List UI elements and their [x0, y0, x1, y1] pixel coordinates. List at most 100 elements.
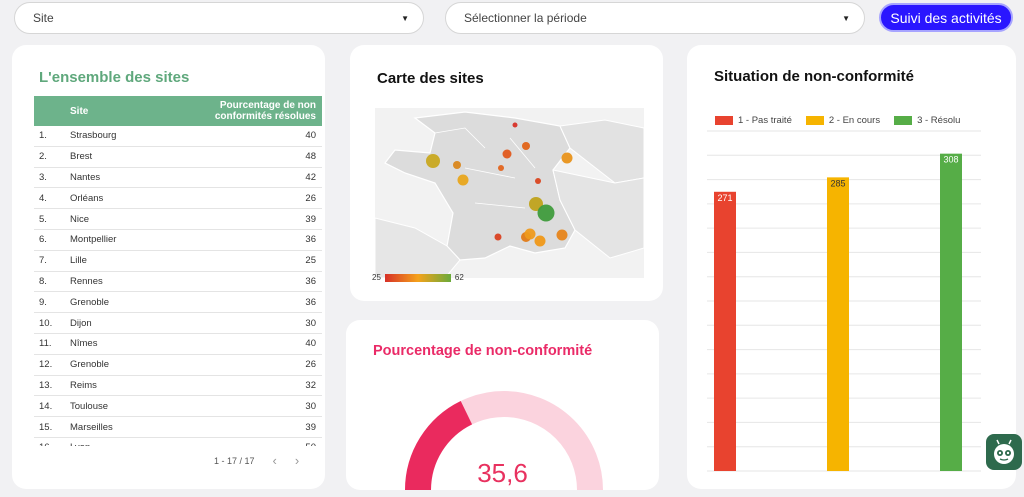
column-header-percentage[interactable]: Pourcentage de non conformités résolues	[215, 100, 322, 122]
table-row[interactable]: 6. Montpellier 36	[34, 230, 322, 251]
pagination: 1 - 17 / 17 ‹ ›	[214, 453, 299, 468]
chevron-left-icon[interactable]: ‹	[272, 453, 277, 468]
row-site-name: Nice	[70, 213, 90, 225]
site-marker[interactable]	[522, 142, 530, 150]
row-site-name: Dijon	[70, 317, 92, 329]
row-site-name: Reims	[70, 379, 97, 391]
sites-map[interactable]	[375, 108, 644, 278]
site-marker[interactable]	[502, 149, 512, 159]
row-percentage: 26	[305, 192, 316, 204]
row-percentage: 39	[305, 421, 316, 433]
table-row[interactable]: 3. Nantes 42	[34, 168, 322, 189]
site-dropdown[interactable]: Site ▼	[14, 2, 424, 34]
site-marker[interactable]	[457, 174, 469, 186]
site-marker[interactable]	[494, 233, 502, 241]
row-site-name: Toulouse	[70, 400, 109, 412]
row-site-name: Rennes	[70, 275, 103, 287]
site-marker[interactable]	[512, 122, 518, 128]
status-bar-chart: 271 285 308	[707, 130, 981, 472]
chart-legend: 1 - Pas traité 2 - En cours 3 - Résolu	[715, 115, 960, 126]
row-index: 12.	[39, 359, 53, 371]
row-percentage: 40	[305, 130, 316, 142]
site-marker[interactable]	[537, 204, 555, 222]
status-chart-title: Situation de non-conformité	[714, 68, 914, 85]
site-marker[interactable]	[524, 228, 536, 240]
site-marker[interactable]	[453, 161, 461, 169]
site-marker[interactable]	[426, 154, 440, 168]
row-site-name: Nantes	[70, 171, 101, 183]
assistant-robot-icon[interactable]	[986, 434, 1022, 470]
row-percentage: 26	[305, 359, 316, 371]
legend-swatch	[715, 116, 733, 125]
row-percentage: 48	[305, 151, 316, 163]
column-header-percentage-line2: conformités résolues	[214, 111, 316, 122]
table-row[interactable]: 2. Brest 48	[34, 147, 322, 168]
suivi-activites-button[interactable]: Suivi des activités	[879, 3, 1013, 32]
row-index: 4.	[39, 192, 47, 204]
bar-value-label: 271	[717, 193, 732, 203]
legend-label: 3 - Résolu	[917, 115, 961, 126]
bar[interactable]	[940, 153, 962, 471]
row-index: 2.	[39, 151, 47, 163]
table-row[interactable]: 8. Rennes 36	[34, 272, 322, 293]
bar-value-label: 308	[943, 155, 958, 165]
site-marker[interactable]	[561, 152, 573, 164]
row-percentage: 36	[305, 275, 316, 287]
legend-max: 62	[454, 273, 464, 282]
table-row[interactable]: 10. Dijon 30	[34, 313, 322, 334]
chevron-right-icon[interactable]: ›	[294, 453, 300, 468]
legend-swatch	[805, 116, 824, 125]
table-row[interactable]: 5. Nice 39	[34, 209, 322, 230]
percentage-gauge	[405, 391, 603, 490]
table-row[interactable]: 9. Grenoble 36	[34, 292, 322, 314]
sites-card-title: L'ensemble des sites	[39, 69, 190, 86]
table-row[interactable]: 14. Toulouse 30	[34, 396, 322, 418]
row-site-name: Grenoble	[70, 296, 110, 308]
column-header-percentage-line1: Pourcentage de non	[219, 100, 316, 111]
table-row[interactable]: 11. Nîmes 40	[34, 334, 322, 355]
bar[interactable]	[714, 191, 736, 471]
sites-table-card: L'ensemble des sites Site Pourcentage de…	[12, 45, 325, 489]
row-site-name: Lille	[70, 255, 87, 267]
percentage-card-title: Pourcentage de non-conformité	[373, 343, 593, 359]
table-row[interactable]: 7. Lille 25	[34, 251, 322, 272]
table-row[interactable]: 12. Grenoble 26	[34, 355, 322, 376]
row-site-name: Grenoble	[70, 359, 110, 371]
site-marker[interactable]	[534, 235, 546, 247]
row-percentage: 39	[305, 213, 316, 225]
site-marker[interactable]	[535, 178, 541, 184]
table-row[interactable]: 4. Orléans 26	[34, 188, 322, 210]
legend-swatch	[894, 116, 913, 125]
period-dropdown-label: Sélectionner la période	[464, 11, 587, 25]
sites-table: Site Pourcentage de non conformités réso…	[34, 96, 322, 446]
site-marker[interactable]	[529, 197, 543, 211]
row-percentage: 50	[305, 442, 322, 446]
row-percentage: 30	[305, 400, 316, 412]
table-header: Site Pourcentage de non conformités réso…	[34, 96, 322, 126]
legend-item[interactable]: 3 - Résolu	[894, 115, 960, 126]
bar[interactable]	[827, 177, 849, 471]
table-row[interactable]: 16.Lyon50	[34, 438, 322, 446]
row-percentage: 32	[305, 379, 316, 391]
row-site-name: Montpellier	[70, 234, 117, 246]
row-index: 10.	[39, 317, 53, 329]
table-row[interactable]: 15. Marseilles 39	[34, 417, 322, 438]
legend-min: 25	[372, 273, 381, 282]
table-row[interactable]: 13. Reims 32	[34, 376, 322, 397]
row-index: 7.	[39, 255, 47, 267]
legend-item[interactable]: 2 - En cours	[805, 115, 880, 126]
site-marker[interactable]	[556, 229, 568, 241]
gauge-fill	[405, 400, 473, 490]
row-site-name: Orléans	[70, 192, 104, 204]
percentage-card: Pourcentage de non-conformité 35,6	[346, 320, 659, 490]
site-marker[interactable]	[498, 165, 504, 171]
status-chart-card: Situation de non-conformité 1 - Pas trai…	[687, 45, 1016, 489]
period-dropdown[interactable]: Sélectionner la période ▼	[445, 2, 865, 34]
table-row[interactable]: 1. Strasbourg 40	[34, 126, 322, 147]
legend-item[interactable]: 1 - Pas traité	[715, 115, 792, 126]
column-header-site[interactable]: Site	[70, 105, 89, 117]
row-index: 11.	[39, 338, 52, 350]
pagination-text: 1 - 17 / 17	[214, 455, 255, 466]
row-site-name: Strasbourg	[70, 130, 117, 142]
row-index: 13.	[39, 379, 53, 391]
